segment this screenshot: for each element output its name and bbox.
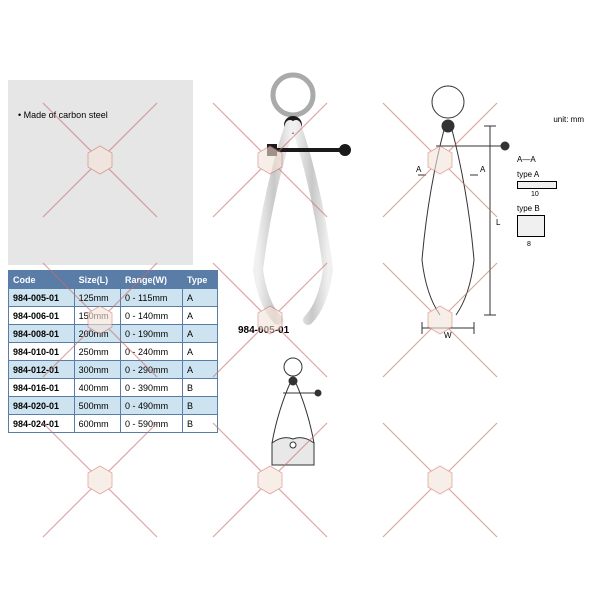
cell: A [183,361,218,379]
table-row: 984-005-01125mm0 - 115mmA [9,289,218,307]
type-b-label: type B [517,204,592,213]
col-header: Range(W) [121,271,183,289]
model-label: 984-005-01 [238,325,289,336]
cell: 984-006-01 [9,307,75,325]
cell: 300mm [74,361,120,379]
table-row: 984-020-01500mm0 - 490mmB [9,397,218,415]
cell: 984-016-01 [9,379,75,397]
type-b-box [517,215,545,237]
cell: 0 - 290mm [121,361,183,379]
cell: 0 - 190mm [121,325,183,343]
table-row: 984-012-01300mm0 - 290mmA [9,361,218,379]
svg-text:A: A [480,165,486,174]
unit-label: unit: mm [553,115,584,124]
section-label: A—A [517,155,592,164]
cell: 984-005-01 [9,289,75,307]
cell: 0 - 115mm [121,289,183,307]
caliper-illustration [203,70,383,330]
spec-table: CodeSize(L)Range(W)Type 984-005-01125mm0… [8,270,218,433]
type-a-box [517,181,557,189]
cell: 0 - 140mm [121,307,183,325]
table-row: 984-008-01200mm0 - 190mmA [9,325,218,343]
type-b-dim: 8 [527,241,592,248]
table-row: 984-006-01150mm0 - 140mmA [9,307,218,325]
cell: 984-008-01 [9,325,75,343]
cell: A [183,343,218,361]
col-header: Size(L) [74,271,120,289]
type-a-dim: 10 [531,191,592,198]
cell: 250mm [74,343,120,361]
cell: 200mm [74,325,120,343]
material-note: Made of carbon steel [8,80,193,265]
application-drawing [248,355,338,475]
table-row: 984-016-01400mm0 - 390mmB [9,379,218,397]
cell: 0 - 240mm [121,343,183,361]
section-types: A—A type A 10 type B 8 [517,155,592,248]
cell: 125mm [74,289,120,307]
cell: 984-012-01 [9,361,75,379]
svg-text:L: L [496,218,501,227]
svg-text:W: W [444,331,452,340]
cell: 984-024-01 [9,415,75,433]
type-a-label: type A [517,170,592,179]
cell: 984-020-01 [9,397,75,415]
cell: 984-010-01 [9,343,75,361]
note-text: Made of carbon steel [18,110,108,120]
cell: B [183,415,218,433]
cell: 0 - 390mm [121,379,183,397]
svg-text:A: A [416,165,422,174]
cell: 500mm [74,397,120,415]
cell: 600mm [74,415,120,433]
table-row: 984-010-01250mm0 - 240mmA [9,343,218,361]
table-row: 984-024-01600mm0 - 590mmB [9,415,218,433]
cell: 400mm [74,379,120,397]
cell: 0 - 490mm [121,397,183,415]
cell: 150mm [74,307,120,325]
cell: B [183,379,218,397]
col-header: Code [9,271,75,289]
cell: 0 - 590mm [121,415,183,433]
cell: B [183,397,218,415]
